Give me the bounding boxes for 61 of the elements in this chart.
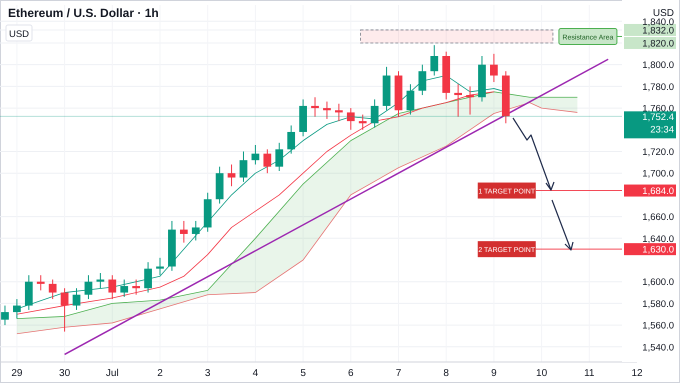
candlestick — [323, 101, 331, 120]
candlestick — [144, 262, 152, 294]
candlestick — [370, 98, 379, 128]
x-tick-label: 3 — [204, 368, 211, 379]
candlestick — [132, 279, 140, 296]
x-tick-label: 8 — [443, 368, 450, 379]
candlestick — [334, 103, 343, 122]
candlestick — [120, 279, 128, 298]
x-tick-label: 11 — [584, 368, 595, 379]
x-tick-label: 29 — [11, 368, 23, 379]
ref-line-label: 1,684.0 — [642, 186, 674, 198]
y-tick-label: 1,840.0 — [642, 16, 674, 28]
candlestick — [240, 150, 248, 182]
x-tick-label: 5 — [300, 368, 306, 379]
x-tick-label: 30 — [59, 368, 71, 379]
annotation: USD — [8, 29, 30, 40]
text: 23:34 — [650, 124, 674, 136]
candlestick — [263, 148, 272, 174]
x-tick-label: 9 — [491, 368, 498, 379]
y-tick-label: 1,580.0 — [642, 298, 674, 310]
y-tick-label: 1,832.0 — [642, 25, 674, 36]
y-tick-label: 1,540.0 — [642, 342, 674, 354]
y-tick-label: 1,560.0 — [642, 320, 674, 332]
x-tick-label: 12 — [631, 368, 643, 379]
candlestick — [84, 274, 92, 300]
ref-line-label: 1,630.0 — [642, 244, 674, 256]
x-tick-label: 6 — [348, 368, 354, 379]
x-tick-label: 7 — [396, 368, 402, 379]
y-tick-label: 1,640.0 — [642, 234, 674, 245]
candlestick — [1, 305, 9, 326]
y-tick-label: 1,600.0 — [642, 277, 674, 288]
y-tick-label: 1,720.0 — [642, 146, 674, 158]
candlestick — [275, 142, 284, 172]
candlestick — [490, 53, 498, 83]
y-tick-label: 1,780.0 — [642, 82, 674, 93]
candlestick — [358, 114, 367, 130]
candlestick — [180, 220, 188, 244]
candlestick — [96, 272, 104, 289]
y-tick-label: 1,820.0 — [642, 38, 674, 50]
candlestick — [228, 164, 236, 187]
x-tick-label: 2 — [157, 368, 164, 379]
candlestick — [346, 108, 355, 130]
candlestick — [311, 96, 319, 118]
candlestick — [36, 274, 45, 291]
y-tick-label: 1,800.0 — [642, 60, 674, 72]
candlestick — [287, 124, 296, 154]
chart-title: Ethereum / U.S. Dollar · 1h — [8, 6, 159, 20]
ref-line-label: 1,752.4 — [642, 112, 674, 123]
y-tick-label: 1,660.0 — [642, 212, 674, 224]
y-tick-label: 1,700.0 — [642, 168, 674, 180]
x-tick-label: 10 — [536, 368, 548, 379]
x-tick-label: Jul — [106, 368, 119, 379]
candlestick — [192, 220, 200, 241]
candlestick — [252, 144, 260, 166]
candlestick — [430, 44, 438, 76]
candlestick — [156, 257, 164, 276]
x-tick-label: 4 — [252, 368, 259, 379]
candlestick — [48, 279, 57, 300]
candlestick — [406, 84, 414, 116]
candlestick — [108, 274, 116, 300]
text: USD — [652, 8, 674, 19]
